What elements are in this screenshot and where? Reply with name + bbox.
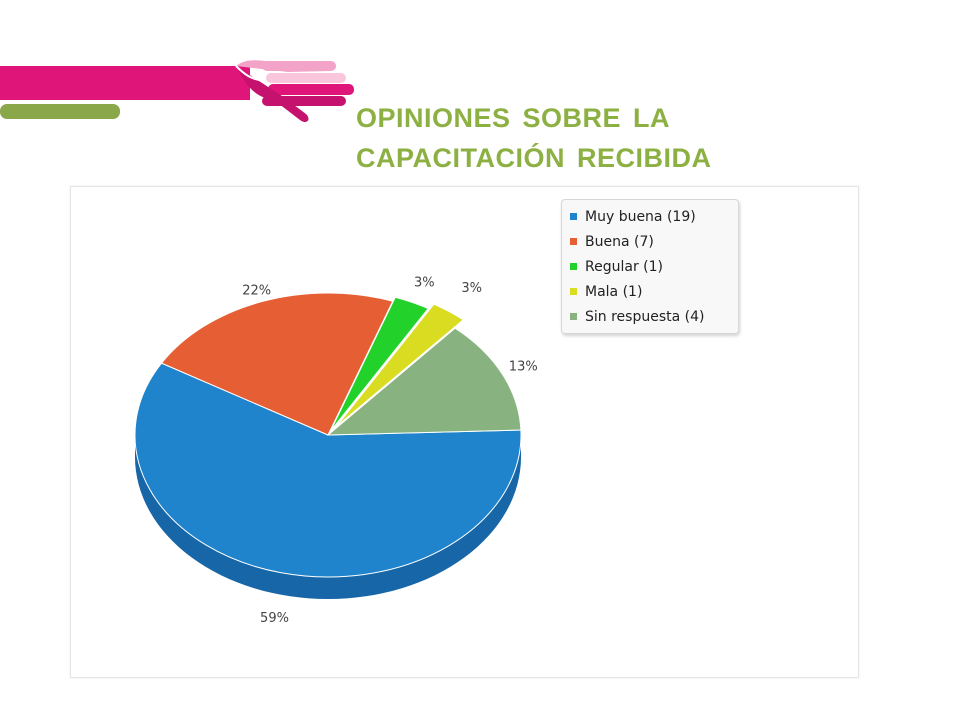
header-decoration (0, 60, 354, 123)
pie-slice-label-4: 3% (461, 281, 482, 296)
chart-panel: 59% 22% 3% 3% 13% Muy buena (19) Buena (7) Reg… (70, 186, 859, 678)
chart-legend: Muy buena (19) Buena (7) Regular (1) Mala (… (561, 199, 739, 334)
legend-swatch-2 (570, 238, 577, 245)
legend-item-4[interactable]: Mala (1) (570, 279, 730, 304)
legend-label-5: Sin respuesta (4) (585, 308, 705, 325)
pie-chart: 59% 22% 3% 3% 13% (134, 275, 538, 626)
slide-title-line-2: CAPACITACIÓN RECIBIDA (356, 143, 712, 173)
legend-swatch-5 (570, 313, 577, 320)
pie-slice-label-1: 59% (260, 611, 289, 626)
legend-item-3[interactable]: Regular (1) (570, 254, 730, 279)
legend-label-3: Regular (1) (585, 258, 663, 275)
pie-slice-3[interactable] (330, 296, 429, 432)
green-ribbon (0, 104, 120, 119)
legend-swatch-4 (570, 288, 577, 295)
legend-item-5[interactable]: Sin respuesta (4) (570, 304, 730, 329)
pie-slice-label-2: 22% (242, 283, 271, 298)
legend-label-2: Buena (7) (585, 233, 654, 250)
magenta-ribbon (0, 66, 250, 100)
pie-slice-5[interactable] (326, 327, 522, 436)
slide-title: OPINIONES SOBRE LA CAPACITACIÓN RECIBIDA (356, 98, 916, 178)
legend-swatch-3 (570, 263, 577, 270)
legend-item-2[interactable]: Buena (7) (570, 229, 730, 254)
pie-slice-label-3: 3% (414, 275, 435, 290)
legend-swatch-1 (570, 213, 577, 220)
legend-label-4: Mala (1) (585, 283, 643, 300)
legend-item-1[interactable]: Muy buena (19) (570, 204, 730, 229)
pie-slice-2[interactable] (160, 292, 394, 436)
pie-slice-1[interactable] (134, 362, 522, 578)
slide-title-line-1: OPINIONES SOBRE LA (356, 103, 671, 133)
legend-label-1: Muy buena (19) (585, 208, 696, 225)
pie-slice-4[interactable] (335, 303, 465, 428)
pie-slice-label-5: 13% (509, 359, 538, 374)
hand-icon (235, 60, 354, 123)
